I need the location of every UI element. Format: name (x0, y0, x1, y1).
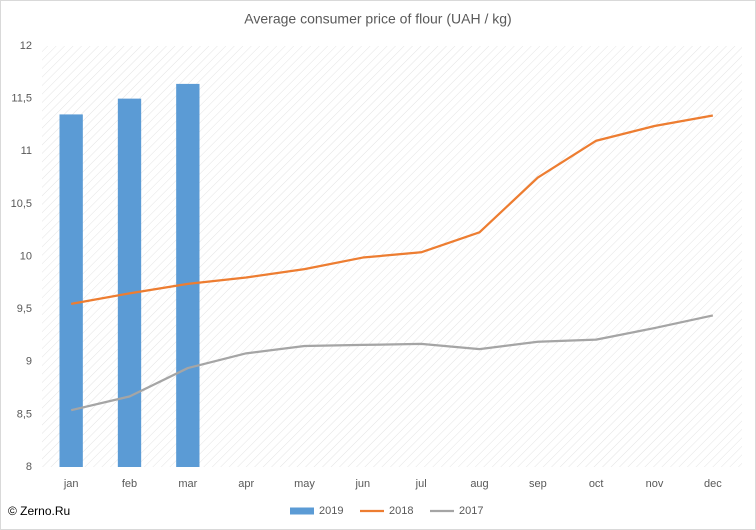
x-tick-label: oct (589, 478, 604, 490)
x-tick-label: feb (122, 478, 137, 490)
legend-label: 2019 (319, 505, 343, 517)
y-tick-label: 8,5 (17, 408, 32, 420)
x-tick-label: jan (63, 478, 79, 490)
bar (117, 98, 142, 467)
x-tick-label: apr (238, 478, 254, 490)
x-tick-label: dec (704, 478, 722, 490)
bar (176, 83, 200, 467)
x-tick-label: aug (470, 478, 488, 490)
y-tick-label: 8 (26, 461, 32, 473)
y-tick-label: 11 (21, 145, 32, 157)
x-tick-label: jun (354, 478, 370, 490)
bar (59, 114, 83, 467)
x-tick-label: may (294, 478, 315, 490)
y-tick-label: 9,5 (17, 303, 32, 315)
line (70, 314, 714, 412)
y-tick-label: 12 (20, 40, 32, 52)
line (70, 114, 714, 305)
y-tick-label: 10,5 (11, 198, 32, 210)
legend-swatch (290, 507, 314, 515)
plot-area (42, 46, 742, 467)
y-tick-label: 9 (26, 356, 32, 368)
y-tick-label: 11,5 (11, 93, 32, 105)
y-tick-label: 10 (20, 250, 32, 262)
x-tick-label: mar (178, 478, 197, 490)
chart-title: Average consumer price of flour (UAH / k… (244, 11, 511, 27)
legend-label: 2018 (389, 505, 413, 517)
legend-label: 2017 (459, 505, 483, 517)
x-tick-label: jul (415, 478, 427, 490)
x-tick-label: sep (529, 478, 547, 490)
x-tick-label: nov (646, 478, 664, 490)
credit: © Zerno.Ru (8, 504, 70, 518)
